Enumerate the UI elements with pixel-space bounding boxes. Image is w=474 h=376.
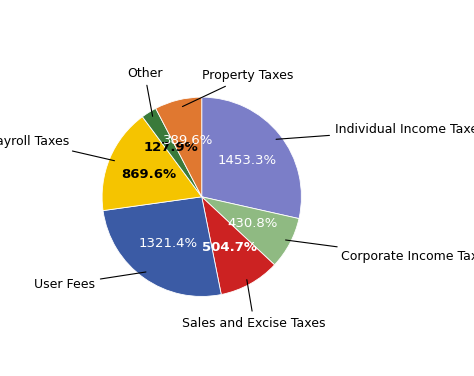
Wedge shape <box>155 97 202 197</box>
Text: 430.8%: 430.8% <box>228 217 278 230</box>
Text: 1453.3%: 1453.3% <box>217 154 276 167</box>
Text: Property Taxes: Property Taxes <box>182 69 293 106</box>
Wedge shape <box>142 108 202 197</box>
Wedge shape <box>202 197 274 294</box>
Wedge shape <box>202 197 299 265</box>
Text: 1321.4%: 1321.4% <box>139 237 198 250</box>
Text: Other: Other <box>127 67 163 116</box>
Text: Individual Income Taxes: Individual Income Taxes <box>276 123 474 139</box>
Wedge shape <box>202 97 301 218</box>
Text: Corporate Income Tax: Corporate Income Tax <box>285 240 474 263</box>
Wedge shape <box>103 197 221 296</box>
Wedge shape <box>102 117 202 211</box>
Text: 504.7%: 504.7% <box>202 241 257 254</box>
Text: Sales and Excise Taxes: Sales and Excise Taxes <box>182 280 326 330</box>
Text: 869.6%: 869.6% <box>121 168 176 181</box>
Text: Payroll Taxes: Payroll Taxes <box>0 135 115 161</box>
Text: 127.9%: 127.9% <box>144 141 199 154</box>
Text: User Fees: User Fees <box>34 272 146 291</box>
Text: 389.6%: 389.6% <box>163 134 213 147</box>
